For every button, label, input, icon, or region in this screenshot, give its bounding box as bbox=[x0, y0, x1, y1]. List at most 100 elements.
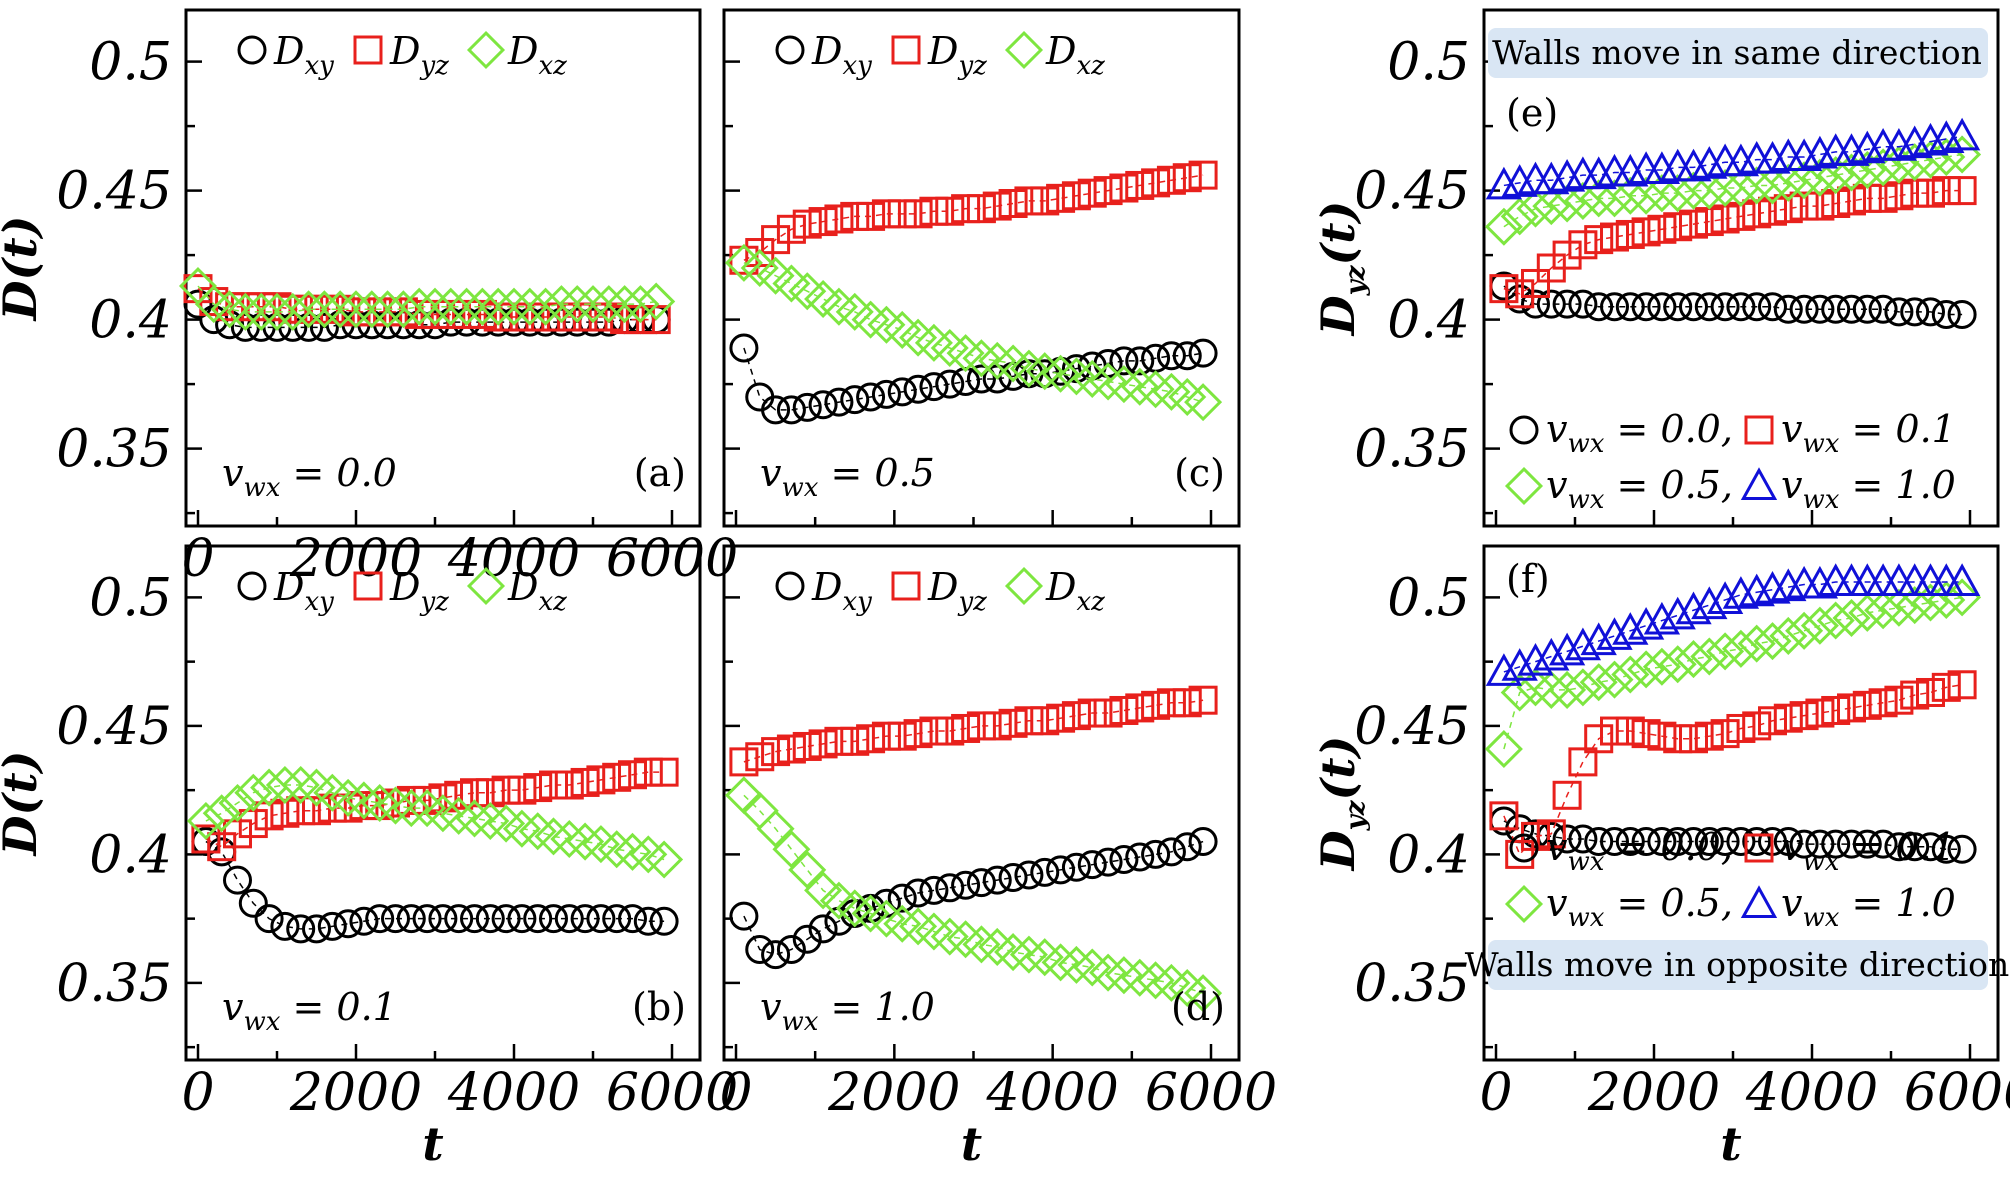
series-vwx-0-5 bbox=[1484, 578, 1982, 769]
data-point bbox=[1136, 961, 1175, 1000]
data-point bbox=[613, 832, 652, 871]
series-line bbox=[1503, 135, 1963, 187]
data-point bbox=[1706, 581, 1744, 614]
x-tick-label: 4000 bbox=[985, 1063, 1118, 1123]
data-point bbox=[1141, 839, 1171, 869]
data-point bbox=[1584, 724, 1614, 754]
data-point bbox=[302, 914, 331, 944]
data-point bbox=[761, 940, 791, 970]
data-point bbox=[1769, 163, 1808, 202]
data-point bbox=[1789, 829, 1819, 859]
data-point bbox=[523, 904, 553, 934]
data-point bbox=[502, 809, 541, 848]
legend-marker bbox=[1509, 415, 1539, 445]
data-point bbox=[1758, 196, 1787, 226]
data-point bbox=[1093, 847, 1123, 877]
data-point bbox=[289, 290, 328, 329]
data-point bbox=[404, 299, 434, 329]
data-point bbox=[376, 786, 415, 825]
banner: Walls move in opposite direction bbox=[1465, 940, 2009, 990]
data-point bbox=[447, 287, 486, 326]
data-point bbox=[998, 708, 1028, 738]
data-point bbox=[935, 196, 965, 226]
data-point bbox=[935, 369, 965, 399]
data-point bbox=[1710, 719, 1740, 749]
data-point bbox=[1501, 648, 1538, 681]
data-point bbox=[649, 906, 679, 936]
data-point bbox=[914, 323, 953, 362]
data-point bbox=[804, 279, 843, 318]
data-point bbox=[1600, 716, 1629, 746]
data-point bbox=[1805, 698, 1835, 728]
data-point bbox=[250, 768, 289, 807]
data-point bbox=[1663, 827, 1693, 857]
data-point bbox=[1706, 632, 1745, 671]
data-point bbox=[824, 387, 854, 417]
legend: vwx = 0.0, vwx = 0.1 vwx = 0.5, vwx = 1.0 bbox=[1504, 407, 1956, 515]
data-point bbox=[935, 716, 965, 746]
data-point bbox=[761, 225, 791, 255]
data-point bbox=[1156, 688, 1186, 718]
data-point bbox=[1172, 163, 1202, 193]
data-point bbox=[1663, 724, 1693, 754]
data-point bbox=[1600, 222, 1629, 252]
legend-label: Dxy bbox=[811, 29, 872, 81]
data-point bbox=[883, 904, 922, 943]
data-point bbox=[586, 765, 616, 795]
data-point bbox=[534, 817, 573, 856]
data-point bbox=[1615, 219, 1645, 249]
plot-frame bbox=[184, 8, 702, 528]
data-point bbox=[776, 734, 806, 764]
series-line bbox=[1503, 684, 1963, 856]
data-point bbox=[1563, 668, 1602, 707]
data-point bbox=[1916, 297, 1945, 327]
data-point bbox=[344, 781, 383, 820]
data-point bbox=[1505, 839, 1535, 869]
data-point bbox=[1658, 174, 1697, 213]
legend-marker bbox=[891, 35, 921, 65]
data-point bbox=[761, 737, 791, 767]
data-point bbox=[1580, 622, 1617, 656]
legend-marker bbox=[237, 35, 267, 65]
x-tick-label: 4000 bbox=[1745, 1063, 1878, 1123]
data-point bbox=[1884, 297, 1914, 327]
data-point bbox=[1785, 161, 1824, 200]
legend-label: Dxy bbox=[811, 565, 872, 617]
data-point bbox=[566, 822, 605, 861]
data-point bbox=[1931, 672, 1961, 702]
data-point bbox=[471, 801, 510, 841]
data-point bbox=[633, 906, 663, 936]
data-point bbox=[966, 364, 996, 394]
data-point bbox=[273, 292, 312, 331]
data-point bbox=[1615, 292, 1645, 322]
data-point bbox=[966, 194, 996, 224]
data-point bbox=[360, 783, 399, 823]
y-tick-label: 0.35 bbox=[1354, 954, 1470, 1014]
data-point bbox=[1753, 166, 1792, 205]
data-point bbox=[349, 906, 379, 936]
data-point bbox=[1726, 292, 1756, 322]
data-point bbox=[618, 904, 647, 934]
data-point bbox=[1679, 292, 1708, 322]
y-tick-label: 0.45 bbox=[1354, 697, 1470, 757]
data-point bbox=[475, 904, 505, 934]
data-point bbox=[808, 914, 838, 944]
data-point bbox=[1046, 183, 1076, 213]
data-point bbox=[1188, 160, 1218, 190]
legend-marker bbox=[1744, 415, 1774, 445]
legend-label: vwx = 0.1 bbox=[1781, 407, 1956, 459]
data-point bbox=[1900, 297, 1930, 327]
data-point bbox=[589, 285, 628, 324]
x-tick-label: 2000 bbox=[1587, 1063, 1720, 1123]
data-point bbox=[539, 770, 568, 800]
data-point bbox=[1943, 578, 1982, 617]
data-point bbox=[309, 312, 339, 342]
data-point bbox=[729, 901, 759, 931]
plot-frame bbox=[184, 544, 702, 1062]
data-point bbox=[1505, 279, 1535, 309]
data-point bbox=[1568, 289, 1598, 319]
panel-label: (c) bbox=[1174, 451, 1225, 495]
y-tick-label: 0.5 bbox=[1387, 568, 1470, 628]
data-point bbox=[479, 287, 518, 326]
data-point bbox=[400, 287, 439, 326]
